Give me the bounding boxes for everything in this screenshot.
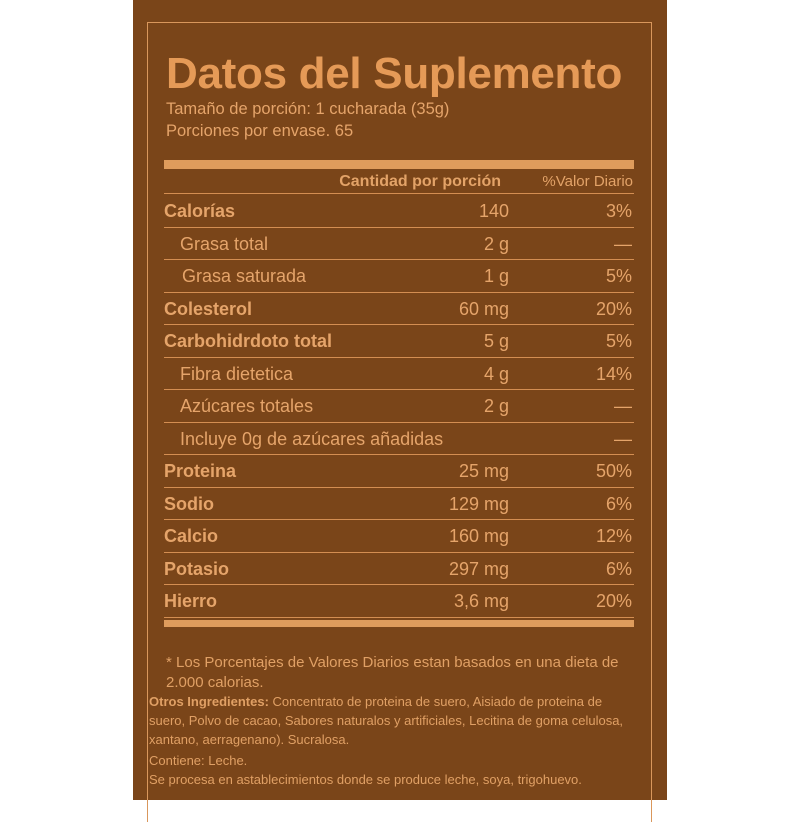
nutrient-daily-value: —: [614, 233, 632, 254]
nutrient-name: Fibra dietetica: [180, 363, 294, 384]
row-divider: [164, 356, 634, 358]
amount-header: Cantidad por porción: [339, 173, 501, 190]
row-divider: [164, 584, 634, 586]
ingredients-text: Concentrato de proteina de suero, Aisiad…: [149, 694, 624, 747]
nutrient-name: Sodio: [164, 493, 214, 514]
nutrient-daily-value: 12%: [595, 526, 632, 546]
nutrient-daily-value: 5%: [605, 266, 632, 286]
facts-title: Datos del Suplemento: [166, 49, 623, 98]
table-row: Calcio 160 mg 12%: [164, 520, 634, 552]
row-divider: [164, 226, 634, 228]
table-row: Sodio 129 mg 6%: [164, 488, 634, 520]
nutrient-daily-value: 20%: [595, 298, 632, 319]
other-ingredients: Otros Ingredientes: Concentrato de prote…: [149, 692, 631, 749]
nutrient-daily-value: 6%: [605, 558, 632, 579]
nutrient-name: Colesterol: [164, 298, 253, 319]
facility-statement: Se procesa en astablecimientos donde se …: [149, 772, 582, 787]
supplement-facts-panel: Datos del Suplemento Tamaño de porción: …: [133, 0, 667, 822]
nutrient-daily-value: 14%: [595, 363, 632, 384]
nutrient-name: Azúcares totales: [180, 396, 314, 416]
nutrient-name: Grasa total: [180, 233, 269, 254]
bottom-divider: [164, 619, 634, 627]
row-divider: [164, 389, 634, 391]
ingredients-section: Otros Ingredientes: Concentrato de prote…: [149, 692, 631, 789]
nutrient-amount: 140: [478, 201, 509, 221]
row-divider: [164, 291, 634, 293]
serving-size: Tamaño de porción: 1 cucharada (35g): [166, 100, 450, 118]
servings-per-container: Porciones por envase. 65: [166, 122, 354, 140]
nutrient-amount: 2 g: [483, 396, 509, 416]
nutrient-daily-value: 50%: [595, 461, 632, 481]
row-divider: [164, 486, 634, 488]
nutrient-daily-value: —: [614, 428, 632, 449]
nutrient-daily-value: 5%: [605, 331, 632, 351]
table-row: Fibra dietetica 4 g 14%: [164, 358, 634, 390]
thick-divider: [164, 160, 634, 169]
allergen-contains: Contiene: Leche.: [149, 753, 248, 768]
nutrient-daily-value: —: [614, 396, 632, 416]
nutrient-amount: 2 g: [483, 233, 509, 254]
row-divider: [164, 519, 634, 521]
nutrient-name: Carbohidrdoto total: [164, 331, 332, 351]
row-divider: [164, 551, 634, 553]
row-divider: [164, 454, 634, 456]
nutrient-name: Potasio: [164, 558, 230, 579]
nutrient-amount: 5 g: [483, 331, 509, 351]
facts-border: Datos del Suplemento Tamaño de porción: …: [147, 22, 652, 822]
nutrient-name: Hierro: [164, 591, 218, 611]
nutrient-name: Incluye 0g de azúcares añadidas: [180, 428, 444, 449]
nutrient-amount: 160 mg: [448, 526, 509, 546]
nutrient-daily-value: 3%: [605, 201, 632, 221]
nutrient-daily-value: 6%: [605, 493, 632, 514]
nutrient-name: Grasa saturada: [182, 266, 307, 286]
row-divider: [164, 259, 634, 261]
nutrient-amount: 4 g: [483, 363, 509, 384]
nutrient-amount: 60 mg: [458, 298, 509, 319]
table-row: Grasa saturada 1 g 5%: [164, 260, 634, 292]
table-row: Grasa total 2 g —: [164, 228, 634, 260]
table-row: Calorías 140 3%: [164, 195, 634, 227]
table-row: Potasio 297 mg 6%: [164, 553, 634, 585]
nutrient-amount: 297 mg: [448, 558, 509, 579]
table-row: Carbohidrdoto total 5 g 5%: [164, 325, 634, 357]
table-row: Azúcares totales 2 g —: [164, 390, 634, 422]
header-divider: [164, 193, 634, 195]
nutrient-daily-value: 20%: [595, 591, 632, 611]
table-row: Incluye 0g de azúcares añadidas —: [164, 423, 634, 455]
nutrient-amount: 1 g: [483, 266, 509, 286]
nutrient-name: Proteina: [164, 461, 237, 481]
daily-value-footnote: * Los Porcentajes de Valores Diarios est…: [166, 654, 619, 691]
nutrient-name: Calcio: [164, 526, 219, 546]
nutrient-amount: 129 mg: [448, 493, 509, 514]
table-row: Colesterol 60 mg 20%: [164, 293, 634, 325]
row-divider: [164, 324, 634, 326]
nutrient-amount: 3,6 mg: [453, 591, 509, 611]
ingredients-label: Otros Ingredientes:: [149, 694, 269, 709]
table-row: Proteina 25 mg 50%: [164, 455, 634, 487]
table-row: Hierro 3,6 mg 20%: [164, 585, 634, 617]
nutrient-name: Calorías: [164, 201, 236, 221]
row-divider: [164, 421, 634, 423]
nutrient-amount: 25 mg: [458, 461, 509, 481]
row-divider: [164, 616, 634, 618]
daily-value-header: %Valor Diario: [542, 173, 633, 190]
